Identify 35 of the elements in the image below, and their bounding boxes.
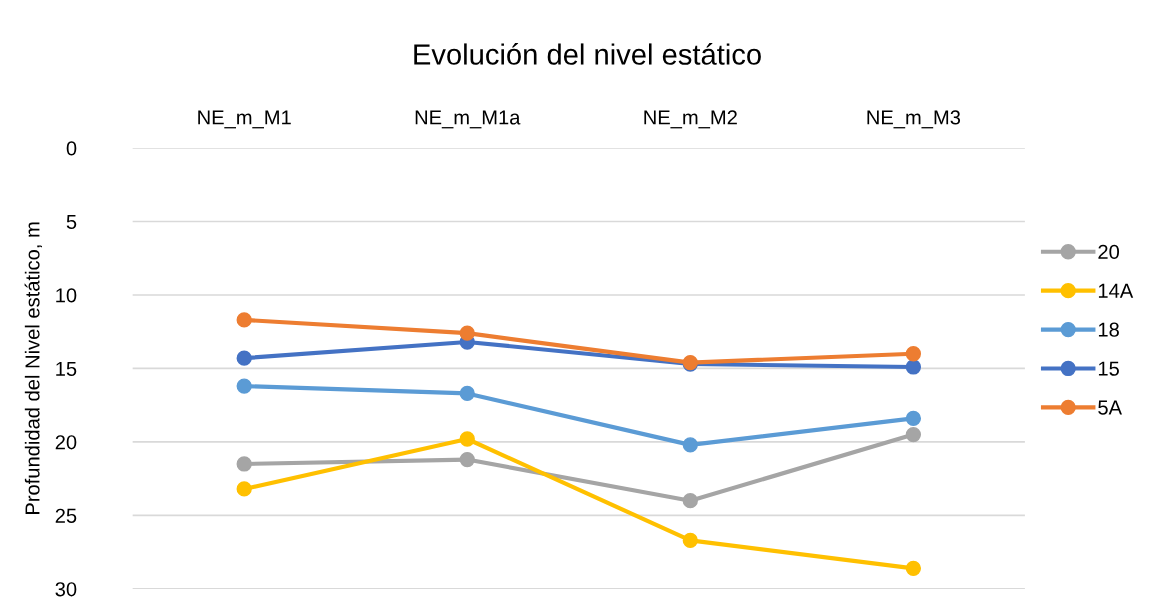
point bbox=[905, 410, 922, 427]
point bbox=[459, 385, 475, 402]
legend-label: 14A bbox=[1098, 283, 1134, 298]
point bbox=[459, 431, 475, 447]
point bbox=[682, 532, 698, 549]
y-tick-label: 15 bbox=[56, 361, 77, 376]
legend-label: 15 bbox=[1098, 361, 1119, 376]
point bbox=[459, 325, 475, 341]
point bbox=[459, 451, 475, 468]
point bbox=[682, 437, 698, 453]
point bbox=[236, 378, 252, 394]
y-tick-label: 10 bbox=[56, 288, 77, 303]
y-tick-label: 25 bbox=[55, 508, 77, 523]
point bbox=[682, 493, 698, 509]
y-tick-label: 30 bbox=[55, 582, 77, 597]
y-tick-label: 0 bbox=[66, 141, 77, 156]
y-tick-label: 5 bbox=[66, 214, 77, 229]
x-tick-label: NE_m_M1 bbox=[198, 110, 291, 129]
y-tick-label: 20 bbox=[55, 435, 77, 450]
point bbox=[905, 426, 922, 443]
point bbox=[236, 456, 252, 472]
point bbox=[905, 359, 922, 375]
point bbox=[236, 350, 252, 366]
x-tick-label: NE_m_M1a bbox=[415, 110, 521, 129]
y-axis-title: Profundidad del Nivel estático, m bbox=[24, 222, 42, 514]
legend-label: 20 bbox=[1098, 244, 1120, 259]
point bbox=[905, 560, 922, 576]
point bbox=[236, 312, 252, 328]
x-tick-label: NE_m_M3 bbox=[867, 110, 961, 129]
x-tick-label: NE_m_M2 bbox=[644, 110, 737, 129]
chart-title: Evolución del nivel estático bbox=[414, 43, 761, 65]
point bbox=[905, 346, 922, 362]
point bbox=[236, 481, 252, 497]
legend-label: 18 bbox=[1098, 322, 1119, 337]
legend-label: 5A bbox=[1098, 400, 1122, 415]
